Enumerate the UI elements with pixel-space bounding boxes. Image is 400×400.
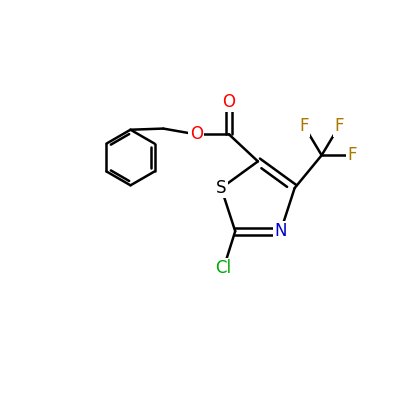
Text: N: N xyxy=(274,222,287,240)
Text: Cl: Cl xyxy=(216,259,232,277)
Text: O: O xyxy=(222,92,236,110)
Text: O: O xyxy=(190,125,203,143)
Text: F: F xyxy=(300,117,309,135)
Text: F: F xyxy=(348,146,357,164)
Text: S: S xyxy=(216,179,226,197)
Text: F: F xyxy=(334,117,344,135)
